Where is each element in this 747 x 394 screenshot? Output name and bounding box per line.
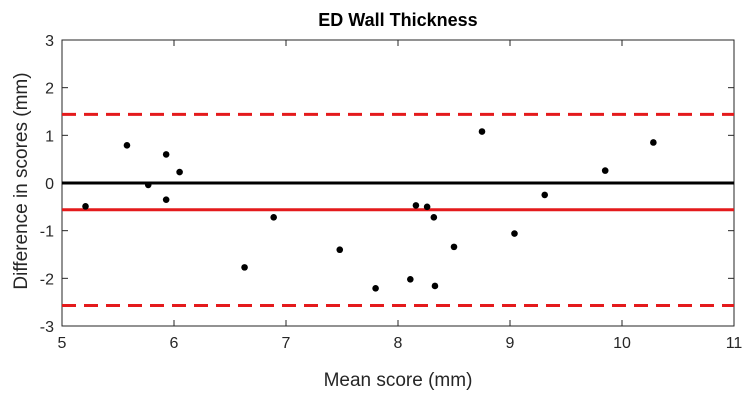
- data-point: [407, 275, 414, 283]
- data-point: [162, 196, 170, 203]
- data-point: [601, 167, 609, 174]
- x-tick-label: 5: [58, 335, 67, 352]
- data-point: [270, 214, 277, 221]
- x-tick-label: 11: [726, 335, 743, 352]
- y-tick-label: 3: [45, 33, 54, 50]
- x-tick-label: 7: [282, 335, 291, 352]
- data-point: [431, 282, 439, 290]
- plot-area: 5 6 7 8 9 10 11 -3 -2 -1 0 1 2 3: [40, 33, 743, 352]
- y-tick-label: 2: [45, 81, 54, 98]
- data-point: [372, 285, 379, 292]
- data-point: [650, 139, 657, 146]
- data-point: [336, 246, 344, 254]
- data-point: [423, 203, 431, 211]
- data-point: [176, 168, 183, 176]
- data-point: [82, 203, 89, 210]
- data-point: [241, 264, 248, 271]
- data-point: [123, 142, 131, 149]
- data-point: [430, 214, 438, 221]
- data-point: [478, 128, 486, 135]
- data-point: [511, 230, 518, 237]
- x-tick-label: 6: [170, 335, 179, 352]
- y-tick-label: 1: [45, 128, 54, 145]
- y-tick-label: 0: [45, 176, 54, 193]
- chart-title: ED Wall Thickness: [318, 10, 477, 30]
- x-axis-label: Mean score (mm): [324, 370, 473, 391]
- x-tick-label: 9: [506, 335, 515, 352]
- y-tick-label: -3: [40, 319, 54, 336]
- x-tick-label: 8: [394, 335, 403, 352]
- x-tick-label: 10: [613, 335, 631, 352]
- data-point: [412, 202, 420, 209]
- y-axis-label: Difference in scores (mm): [11, 72, 32, 289]
- data-point: [541, 191, 549, 199]
- data-point: [162, 151, 170, 158]
- y-tick-label: -2: [40, 271, 54, 288]
- data-point: [144, 181, 152, 189]
- y-tick-label: -1: [40, 224, 54, 241]
- data-point: [450, 243, 458, 251]
